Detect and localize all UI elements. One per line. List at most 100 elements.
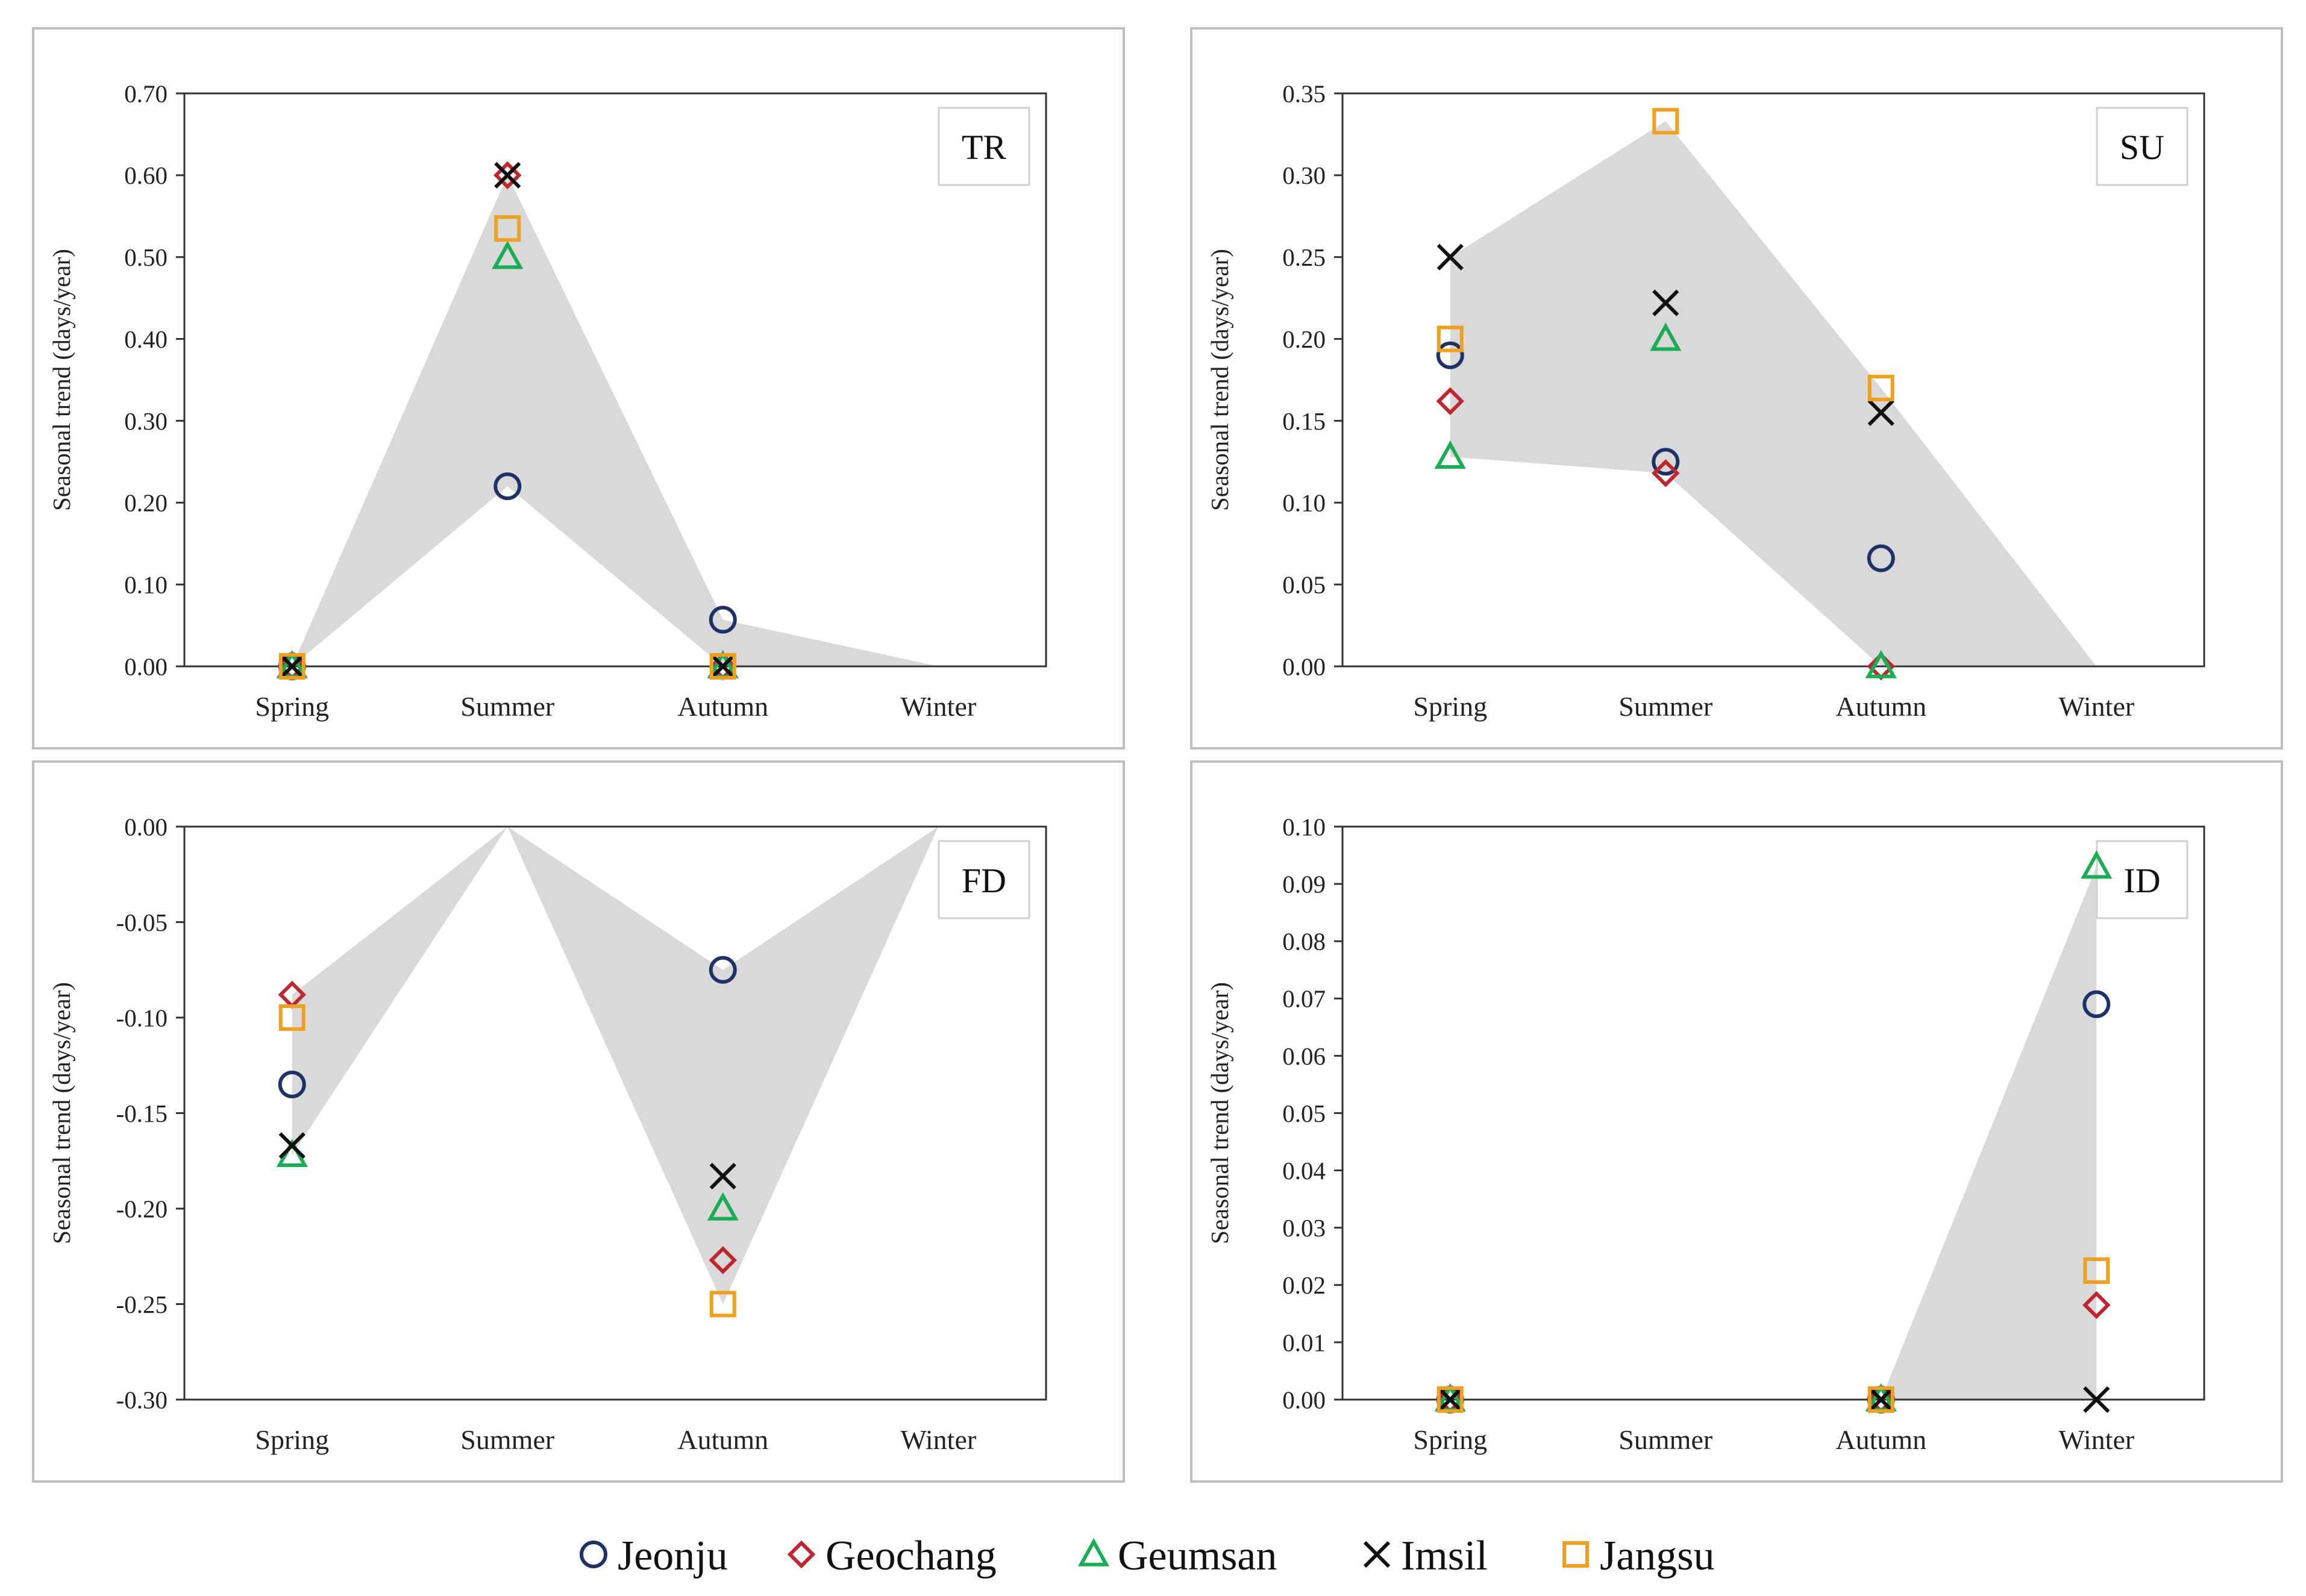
point-imsil-spring — [278, 1132, 305, 1159]
x-tick-label-winter: Winter — [2058, 691, 2134, 722]
chart-panel-tr: 0.00 0.10 0.20 0.30 0.40 0.50 0.60 0.70 Spring Su… — [32, 27, 1125, 749]
range-band — [292, 827, 939, 1304]
plot-area — [1341, 92, 2205, 668]
point-jeonju-autumn — [709, 606, 737, 634]
panel-label: SU — [2120, 128, 2164, 167]
legend-marker-triangle — [1077, 1538, 1110, 1566]
x-tick-label-winter: Winter — [900, 691, 976, 722]
legend-item-jangsu: Jangsu — [1562, 1533, 1715, 1579]
point-jangsu-spring — [278, 1004, 305, 1031]
panel-label-box — [938, 840, 1030, 919]
y-tick-label: 0.30 — [124, 407, 168, 435]
panel-label: TR — [962, 128, 1006, 167]
point-imsil-spring — [1437, 1386, 1464, 1413]
x-tick-label-autumn: Autumn — [1835, 691, 1926, 722]
point-jangsu-summer — [494, 215, 521, 242]
panel-label: ID — [2123, 861, 2160, 900]
x-tick-label-summer: Summer — [1618, 1424, 1712, 1455]
y-tick-label: 0.25 — [1282, 243, 1326, 271]
point-jangsu-spring — [1437, 325, 1464, 352]
point-geochang-autumn — [709, 1246, 737, 1274]
point-jangsu-spring — [278, 653, 305, 680]
y-tick-label: 0.09 — [1282, 870, 1326, 898]
point-imsil-autumn — [709, 1162, 736, 1190]
y-tick-label: -0.15 — [116, 1100, 168, 1127]
y-tick-label: 0.40 — [124, 325, 168, 353]
legend-label: Jeonju — [618, 1533, 728, 1579]
legend-item-geochang: Geochang — [787, 1533, 997, 1579]
y-axis-title: Seasonal trend (days/year) — [1206, 982, 1233, 1244]
point-imsil-autumn — [709, 652, 736, 680]
point-jeonju-summer — [1652, 448, 1680, 476]
x-tick-label-autumn: Autumn — [1835, 1424, 1926, 1455]
x-tick-label-spring: Spring — [255, 1424, 329, 1455]
y-axis-title: Seasonal trend (days/year) — [1206, 249, 1233, 511]
point-imsil-spring — [1437, 243, 1464, 271]
y-tick-label: 0.10 — [1282, 813, 1326, 840]
point-imsil-spring — [278, 652, 305, 680]
y-tick-label: -0.25 — [116, 1291, 168, 1318]
point-geumsan-autumn — [1865, 649, 1897, 678]
chart-panel-fd: -0.30 -0.25 -0.20 -0.15 -0.10 -0.05 0.00 Spring… — [32, 760, 1125, 1483]
legend-item-jeonju: Jeonju — [580, 1533, 728, 1579]
y-tick-label: 0.00 — [1282, 652, 1326, 680]
x-tick-label-winter: Winter — [900, 1424, 976, 1455]
point-imsil-autumn — [1867, 1386, 1894, 1413]
y-tick-label: 0.00 — [1282, 1386, 1326, 1413]
y-tick-label: 0.00 — [124, 813, 168, 840]
legend-label: Jangsu — [1600, 1533, 1715, 1579]
point-jeonju-spring — [1436, 341, 1464, 369]
panel-label: FD — [962, 861, 1006, 900]
y-axis-title: Seasonal trend (days/year) — [48, 249, 75, 511]
y-tick-label: 0.01 — [1282, 1328, 1326, 1356]
y-tick-label: 0.10 — [1282, 489, 1326, 517]
point-geumsan-spring — [1434, 440, 1466, 469]
range-band — [1881, 866, 2097, 1400]
x-tick-label-summer: Summer — [460, 1424, 554, 1455]
y-tick-label: 0.00 — [124, 652, 168, 680]
point-imsil-summer — [494, 161, 521, 189]
point-imsil-winter — [2083, 1386, 2110, 1413]
legend-marker-square — [1562, 1541, 1589, 1568]
y-tick-label: 0.04 — [1282, 1157, 1326, 1184]
y-tick-label: 0.30 — [1282, 161, 1326, 189]
point-jeonju-spring — [278, 1070, 306, 1098]
y-tick-label: -0.10 — [116, 1004, 168, 1031]
panel-label-box — [2096, 107, 2189, 186]
point-geumsan-autumn — [707, 1192, 739, 1221]
legend-marker-diamond — [787, 1540, 816, 1569]
legend-label: Geochang — [826, 1533, 997, 1579]
panel-label-box — [938, 107, 1030, 186]
y-axis-title: Seasonal trend (days/year) — [48, 982, 75, 1244]
legend-item-geumsan: Geumsan — [1077, 1533, 1277, 1579]
y-tick-label: -0.20 — [116, 1195, 168, 1222]
point-jangsu-winter — [2083, 1257, 2110, 1285]
y-tick-label: 0.20 — [1282, 325, 1326, 353]
point-geochang-spring — [1436, 387, 1464, 416]
point-jeonju-winter — [2082, 990, 2111, 1018]
x-tick-label-spring: Spring — [1413, 691, 1487, 722]
legend-marker-circle — [580, 1541, 607, 1568]
chart-panel-id: 0.00 0.01 0.02 0.03 0.04 0.05 0.06 0.07 0.08 0.09… — [1190, 760, 2283, 1483]
x-tick-label-winter: Winter — [2058, 1424, 2134, 1455]
point-jeonju-autumn — [1867, 544, 1895, 572]
range-band — [292, 175, 939, 666]
point-jangsu-autumn — [709, 1291, 736, 1318]
x-tick-label-spring: Spring — [255, 691, 329, 722]
y-tick-label: 0.50 — [124, 243, 168, 271]
legend-label: Imsil — [1401, 1533, 1488, 1579]
x-tick-label-summer: Summer — [460, 691, 554, 722]
plot-area — [183, 92, 1047, 668]
x-tick-label-autumn: Autumn — [677, 691, 768, 722]
point-jangsu-autumn — [1867, 1386, 1894, 1413]
x-tick-label-autumn: Autumn — [677, 1424, 768, 1455]
panel-label-box — [2096, 840, 2189, 919]
y-tick-label: 0.35 — [1282, 80, 1326, 107]
x-tick-label-summer: Summer — [1618, 691, 1712, 722]
point-geumsan-summer — [1650, 322, 1682, 351]
point-jeonju-summer — [493, 472, 522, 501]
y-tick-label: -0.05 — [116, 909, 168, 936]
point-geochang-summer — [1652, 459, 1680, 487]
legend-item-imsil: Imsil — [1363, 1533, 1488, 1579]
